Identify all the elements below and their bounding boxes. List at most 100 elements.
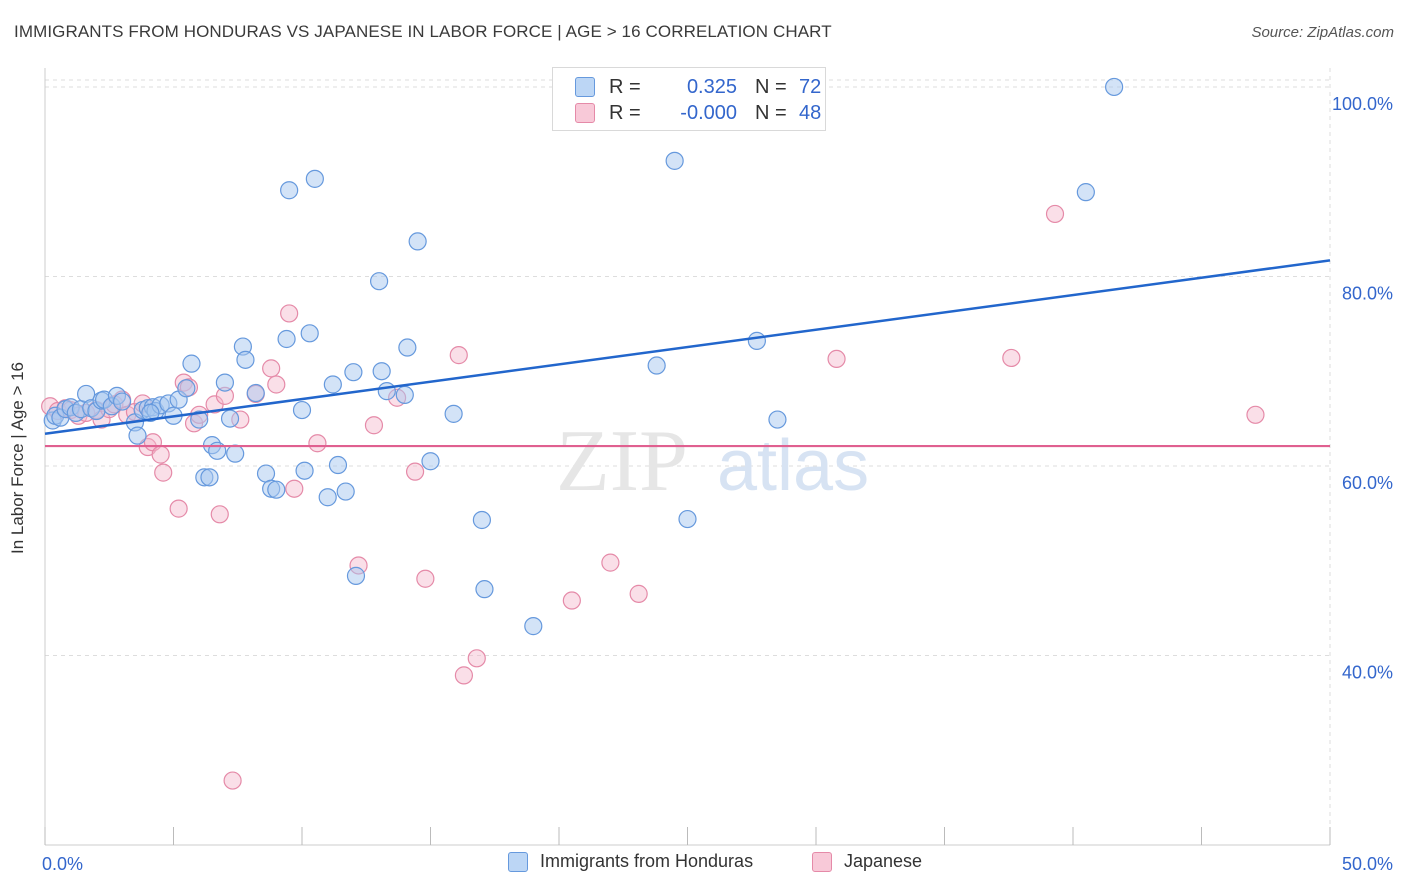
japanese-point [1002,348,1021,368]
japanese-point [467,649,486,668]
r-value: -0.000 [680,101,737,124]
honduras-point [328,455,348,475]
honduras-point [318,488,337,507]
honduras-point [141,403,160,423]
r-label: R = [609,101,641,124]
legend-label: Immigrants from Honduras [540,851,754,871]
n-label: N = [755,101,787,124]
honduras-point [768,410,787,429]
japanese-point [151,445,170,464]
honduras-point [678,509,697,529]
watermark-zip: ZIP [556,413,688,510]
legend-item-honduras[interactable]: Immigrants from Honduras [508,851,753,872]
japanese-point [280,304,299,323]
honduras-point [112,392,132,411]
source-label: Source: ZipAtlas.com [1251,24,1394,41]
chart-title: IMMIGRANTS FROM HONDURAS VS JAPANESE IN … [14,22,832,41]
legend-row-japanese: R = -0.000 N = 48 [575,101,821,125]
honduras-point [747,331,766,350]
correlation-legend: R = 0.325 N = 72 R = -0.000 N = 48 [552,67,826,131]
japanese-point [454,666,474,685]
honduras-point [377,382,396,401]
trend-lines [44,259,1331,448]
honduras-point [246,383,265,403]
honduras-point [182,354,201,373]
honduras-point [128,426,147,445]
japanese-point [308,434,327,453]
honduras-point [370,272,389,291]
japanese-point [364,416,384,435]
honduras-point [472,510,491,530]
watermark-atlas: atlas [717,426,869,506]
japanese-point [169,499,188,518]
n-value: 72 [799,75,822,98]
japanese-point [629,584,648,603]
japanese-point [449,346,468,365]
japanese-point [262,359,281,378]
honduras-point [305,169,324,188]
honduras-point [1105,77,1124,97]
honduras-point [300,324,319,343]
honduras-point [372,362,391,381]
honduras-point [336,482,355,501]
honduras-point [200,468,219,487]
honduras-point [215,373,234,392]
honduras-point [395,385,414,405]
honduras-point [408,232,427,251]
honduras-point [665,151,684,170]
y-tick-label: 80.0% [1342,283,1393,303]
honduras-point [421,452,440,471]
honduras-point [444,404,463,423]
japanese-point [562,591,581,610]
honduras-point [220,409,240,428]
japanese-point [1045,204,1065,224]
honduras-point [280,181,299,200]
japanese-point [267,375,286,394]
japanese-point [223,771,242,790]
japanese-swatch [575,103,595,123]
honduras-point [295,461,314,480]
y-tick-label: 100.0% [1332,94,1393,114]
honduras-point [277,329,296,349]
japanese-point [154,463,173,482]
japanese-point [405,462,425,481]
honduras-point [190,410,209,429]
y-tick-label: 40.0% [1342,662,1393,682]
honduras-point [177,379,196,398]
r-label: R = [609,75,641,98]
x-tick-label: 50.0% [1342,854,1393,874]
honduras-point [647,356,666,375]
n-label: N = [755,75,787,98]
honduras-point [323,375,342,394]
honduras-swatch [575,77,595,97]
honduras-point [256,464,276,483]
honduras-point [267,480,286,499]
legend-label: Japanese [844,851,923,871]
honduras-point [346,566,366,585]
honduras-point [398,338,417,357]
legend-item-japanese[interactable]: Japanese [812,851,922,872]
japanese-point [285,479,304,498]
series-honduras [43,77,1124,636]
japanese-point [416,569,435,588]
honduras-point [236,350,255,369]
x-tick-label: 0.0% [42,854,83,874]
y-tick-label: 60.0% [1342,473,1393,493]
r-value: 0.325 [686,75,737,98]
series-legend: Immigrants from Honduras Japanese [0,851,1406,879]
honduras-point [208,441,227,460]
legend-row-honduras: R = 0.325 N = 72 [575,75,821,99]
japanese-point [827,349,846,369]
axes [44,68,1331,846]
watermark: ZIP atlas [556,413,869,510]
japanese-swatch [812,851,832,872]
tick-labels: 100.0% 80.0% 60.0% 40.0% 0.0% 50.0% [42,94,1393,874]
honduras-point [226,444,245,463]
honduras-point [1076,183,1095,202]
honduras-point [344,363,363,382]
honduras-point [524,617,543,636]
honduras-point [292,400,312,420]
japanese-point [210,505,229,524]
japanese-point [1246,405,1265,424]
